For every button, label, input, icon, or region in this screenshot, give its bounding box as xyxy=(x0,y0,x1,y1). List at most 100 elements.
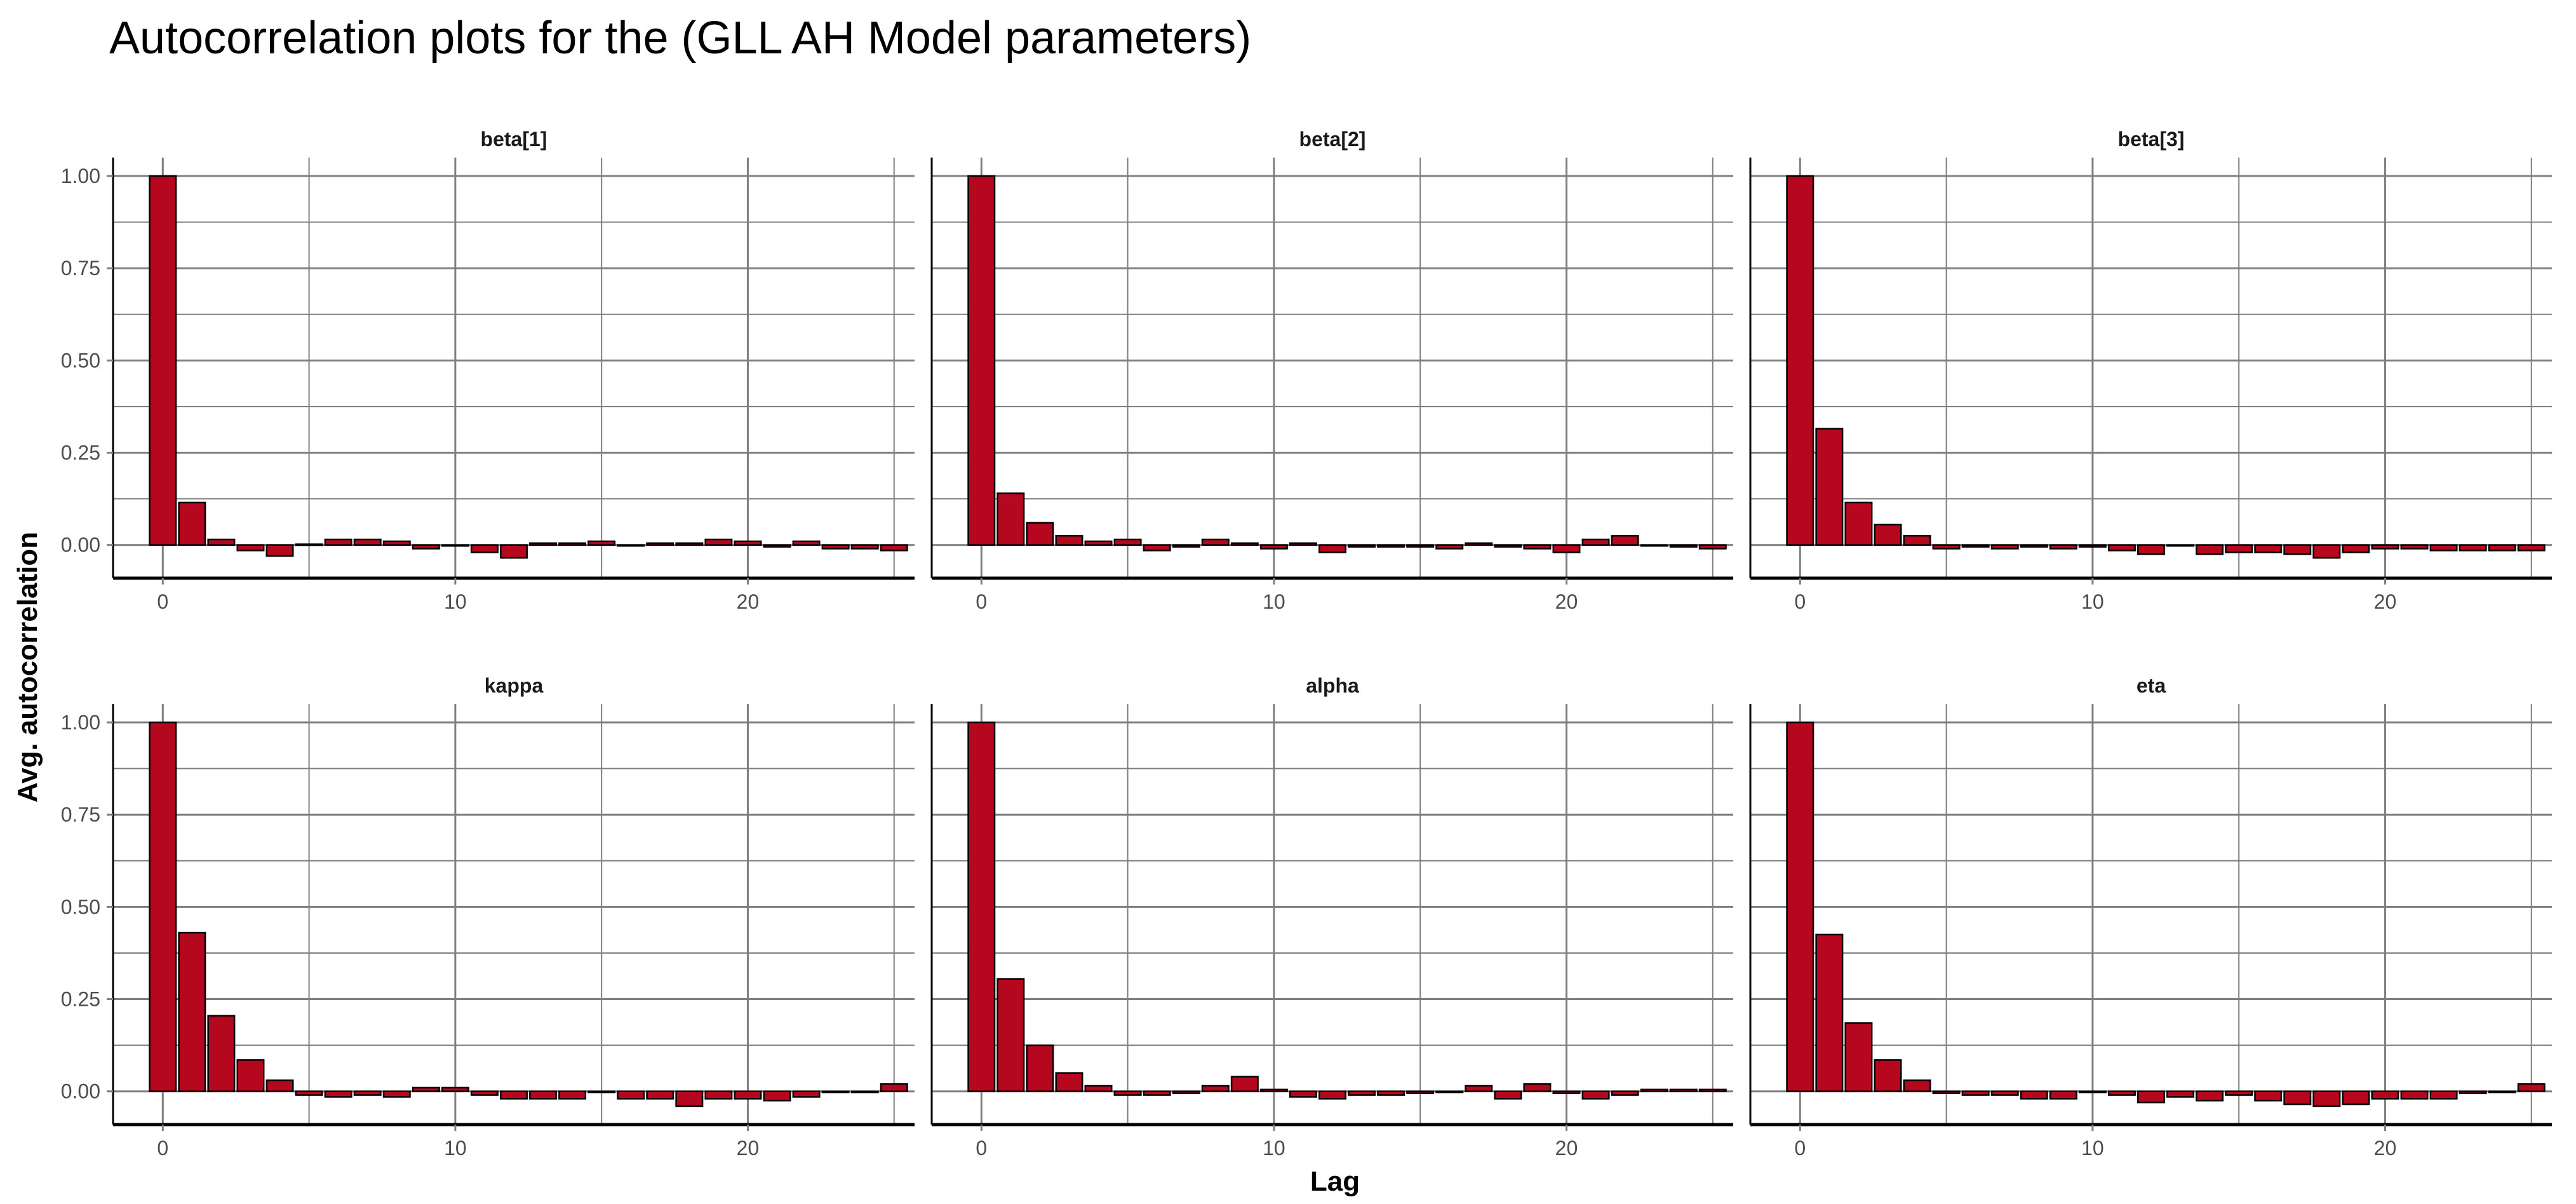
acf-bar xyxy=(1698,1088,1727,1092)
acf-bar xyxy=(792,1090,821,1098)
acf-bar xyxy=(412,544,440,550)
acf-bar xyxy=(353,538,382,546)
acf-bar xyxy=(617,1090,645,1100)
facet-panel: alpha 0 10 20 xyxy=(930,674,1733,1160)
acf-bar xyxy=(500,544,528,559)
acf-bar xyxy=(2137,1090,2165,1104)
acf-bar xyxy=(2429,544,2458,551)
acf-bar xyxy=(2078,1090,2107,1093)
acf-bar xyxy=(2283,544,2312,555)
acf-bar xyxy=(675,542,704,546)
x-tick-label: 10 xyxy=(2081,590,2104,613)
acf-bar xyxy=(1289,1090,1317,1098)
x-tick-label: 10 xyxy=(1263,1137,1285,1160)
acf-bar xyxy=(1377,1090,1405,1096)
acf-bar xyxy=(2371,1090,2399,1100)
acf-bar xyxy=(1026,1044,1054,1092)
acf-bar xyxy=(1055,1072,1083,1092)
acf-bar xyxy=(1230,1076,1259,1092)
acf-bar xyxy=(2371,544,2399,550)
acf-bar xyxy=(2196,1090,2224,1102)
acf-bar xyxy=(587,1090,616,1093)
y-tick-label: 0.25 xyxy=(61,988,100,1011)
acf-bar xyxy=(2166,544,2195,547)
x-tick-label: 20 xyxy=(737,1137,760,1160)
acf-bar xyxy=(850,1090,879,1093)
acf-bar xyxy=(1026,522,1054,546)
acf-bar xyxy=(1552,544,1581,553)
acf-bar xyxy=(1084,1085,1113,1092)
x-tick-label: 0 xyxy=(157,590,168,613)
acf-bar xyxy=(1113,538,1142,546)
acf-bar xyxy=(1874,1059,1902,1092)
y-tick-label: 0.50 xyxy=(61,349,100,372)
acf-bar xyxy=(850,544,879,550)
acf-bar xyxy=(2488,544,2516,551)
acf-bar xyxy=(646,542,674,546)
x-tick-label: 0 xyxy=(976,590,987,613)
acf-bar xyxy=(1201,1085,1230,1092)
acf-bar xyxy=(1289,542,1317,546)
acf-bar xyxy=(2488,1090,2516,1093)
acf-bar xyxy=(2225,1090,2253,1096)
x-axis-title: Lag xyxy=(1310,1166,1360,1197)
acf-bar xyxy=(2107,1090,2136,1096)
y-tick-label: 1.00 xyxy=(61,165,100,187)
acf-bar xyxy=(529,542,558,546)
acf-bar xyxy=(996,492,1025,546)
acf-bar xyxy=(1435,1090,1464,1093)
facet-label: kappa xyxy=(485,674,544,697)
acf-bar xyxy=(470,1090,499,1096)
facet-panel: beta[3] 0 10 20 xyxy=(1749,128,2552,613)
acf-bar xyxy=(441,1086,469,1092)
acf-bar xyxy=(1581,1090,1610,1100)
acf-bar xyxy=(967,721,996,1092)
acf-bar xyxy=(1318,544,1346,553)
acf-bar xyxy=(2517,1083,2546,1092)
acf-bar xyxy=(821,1090,850,1093)
acf-bar xyxy=(2049,544,2077,550)
acf-bar xyxy=(617,544,645,547)
acf-bar xyxy=(1669,1088,1698,1092)
acf-bar xyxy=(880,544,908,551)
acf-bar xyxy=(1348,544,1376,548)
acf-bar xyxy=(1348,1090,1376,1096)
acf-bar xyxy=(1961,1090,1990,1096)
acf-bar xyxy=(1844,1022,1873,1092)
acf-bar xyxy=(1494,1090,1522,1100)
acf-bar xyxy=(149,721,177,1092)
acf-bar xyxy=(2283,1090,2312,1106)
acf-bar xyxy=(1874,524,1902,546)
acf-bar xyxy=(1465,1085,1493,1092)
x-tick-label: 20 xyxy=(2374,1137,2397,1160)
acf-bar xyxy=(2342,1090,2370,1106)
chart-title: Autocorrelation plots for the (GLL AH Mo… xyxy=(109,13,1251,64)
y-axis-title: Avg. autocorrelation xyxy=(12,532,43,802)
acf-bar xyxy=(2459,1090,2487,1094)
acf-bar xyxy=(1640,1088,1668,1092)
acf-bar xyxy=(704,538,733,546)
x-tick-label: 20 xyxy=(737,590,760,613)
acf-bar xyxy=(295,543,323,546)
acf-bar xyxy=(1611,534,1639,546)
y-tick-label: 0.00 xyxy=(61,1080,100,1103)
x-tick-label: 0 xyxy=(1794,1137,1806,1160)
acf-bar xyxy=(2166,1090,2195,1098)
acf-bar xyxy=(441,544,469,547)
acf-bar xyxy=(1523,1083,1552,1092)
acf-bar xyxy=(2312,1090,2341,1107)
acf-bar xyxy=(967,175,996,546)
acf-bar xyxy=(1844,501,1873,546)
acf-bar xyxy=(2342,544,2370,553)
facet-panel: beta[1] 0 10 20 0.00 0.25 0.50 0.75 1.00 xyxy=(61,128,915,613)
facet-panel: beta[2] 0 10 20 xyxy=(930,128,1733,613)
x-tick-label: 0 xyxy=(157,1137,168,1160)
acf-bar xyxy=(2312,544,2341,559)
x-tick-label: 20 xyxy=(1555,1137,1578,1160)
acf-bar xyxy=(1406,1090,1435,1094)
acf-bar xyxy=(265,1079,294,1092)
y-tick-label: 1.00 xyxy=(61,711,100,734)
acf-bar xyxy=(1230,542,1259,546)
acf-bar xyxy=(1903,534,1931,546)
acf-bar xyxy=(2459,544,2487,551)
